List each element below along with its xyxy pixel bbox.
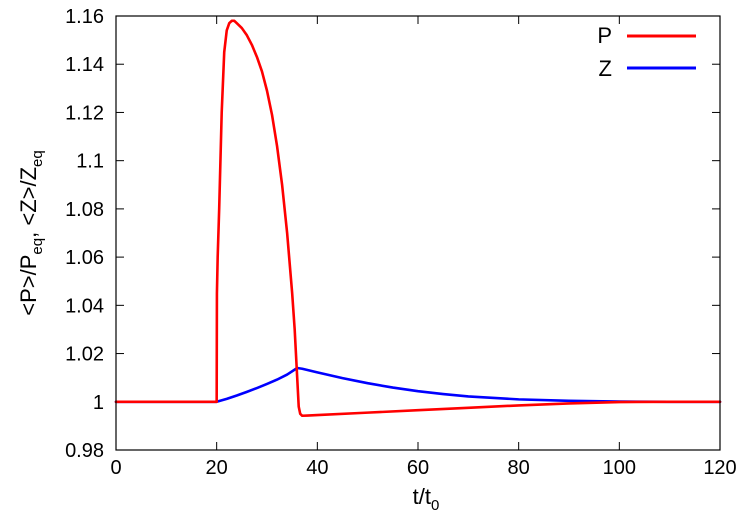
x-tick-label: 100: [603, 457, 636, 479]
x-tick-label: 80: [508, 457, 530, 479]
y-tick-label: 1.12: [65, 102, 104, 124]
series-line-z: [114, 366, 722, 404]
y-axis-label: <P>/Peq, <Z>/Zeq: [16, 150, 46, 315]
y-tick-label: 1.16: [65, 6, 104, 28]
series-line-p: [114, 19, 722, 418]
series-layer: [114, 19, 722, 418]
y-tick-label: 1.06: [65, 247, 104, 269]
plot-frame: [115, 15, 721, 451]
x-tick-label: 40: [306, 457, 328, 479]
x-tick-label: 20: [206, 457, 228, 479]
y-tick-label: 1.04: [65, 295, 104, 317]
x-tick-label: 120: [703, 457, 736, 479]
axis-tick-labels: 0 20 40 60 80 100 120 0.98 1 1.02 1.04 1.06 1.08 1.1 1…: [65, 6, 737, 479]
y-tick-label: 1.1: [76, 151, 104, 173]
y-tick-label: 1.08: [65, 199, 104, 221]
y-tick-label: 1: [93, 392, 104, 414]
y-tick-label: 0.98: [65, 440, 104, 462]
y-tick-label: 1.02: [65, 344, 104, 366]
legend-label-z: Z: [599, 56, 612, 81]
legend: P Z: [597, 23, 696, 81]
legend-label-p: P: [597, 23, 612, 48]
y-tick-label: 1.14: [65, 54, 104, 76]
x-tick-label: 0: [110, 457, 121, 479]
x-axis-label: t/t0: [413, 484, 440, 514]
x-tick-label: 60: [407, 457, 429, 479]
